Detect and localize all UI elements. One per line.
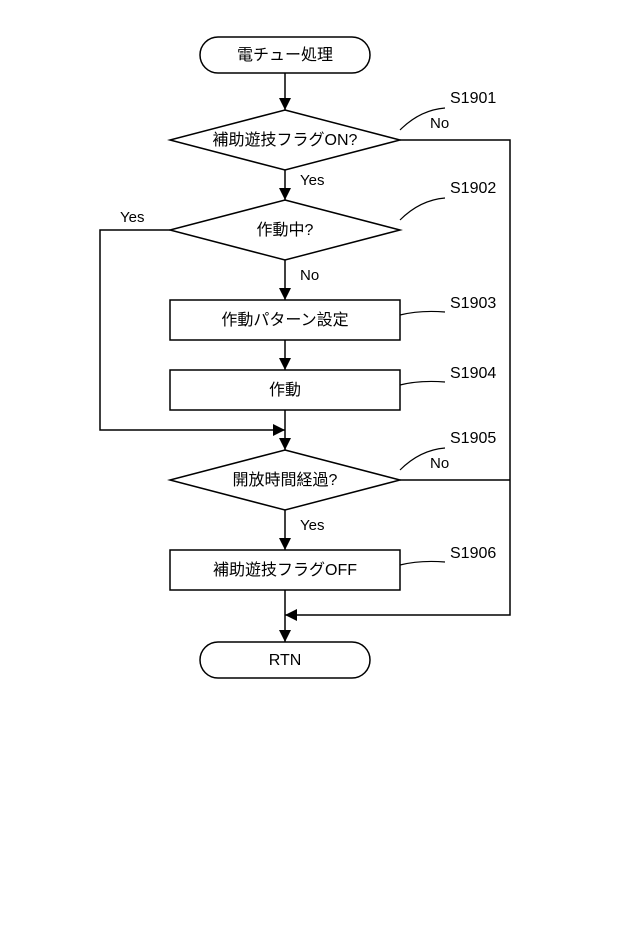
svg-text:RTN: RTN [269, 652, 302, 669]
node-d1: 補助遊技フラグON? [170, 110, 400, 170]
node-d5: 開放時間経過? [170, 450, 400, 510]
svg-text:No: No [430, 115, 449, 132]
svg-text:作動パターン設定: 作動パターン設定 [221, 311, 348, 329]
svg-text:補助遊技フラグON?: 補助遊技フラグON? [213, 131, 358, 149]
svg-text:Yes: Yes [120, 209, 144, 226]
node-p4: 作動 [170, 370, 400, 410]
svg-text:Yes: Yes [300, 172, 324, 189]
flowchart-diagram: 電チュー処理補助遊技フラグON? 作動中? 作動パターン設定作動開放時間経過? 補助遊… [0, 0, 640, 930]
node-p3: 作動パターン設定 [170, 300, 400, 340]
svg-text:S1902: S1902 [450, 180, 496, 197]
svg-text:電チュー処理: 電チュー処理 [237, 46, 333, 64]
svg-text:Yes: Yes [300, 517, 324, 534]
node-d2: 作動中? [170, 200, 400, 260]
node-rtn: RTN [200, 642, 370, 678]
svg-text:作動中?: 作動中? [257, 221, 314, 239]
svg-text:No: No [430, 455, 449, 472]
svg-text:S1901: S1901 [450, 90, 496, 107]
svg-text:No: No [300, 267, 319, 284]
svg-text:S1903: S1903 [450, 295, 496, 312]
svg-text:補助遊技フラグOFF: 補助遊技フラグOFF [213, 561, 357, 579]
node-start: 電チュー処理 [200, 37, 370, 73]
node-p6: 補助遊技フラグOFF [170, 550, 400, 590]
svg-text:作動: 作動 [269, 381, 301, 399]
svg-text:開放時間経過?: 開放時間経過? [233, 471, 338, 489]
svg-text:S1904: S1904 [450, 365, 496, 382]
svg-text:S1906: S1906 [450, 545, 496, 562]
svg-text:S1905: S1905 [450, 430, 496, 447]
